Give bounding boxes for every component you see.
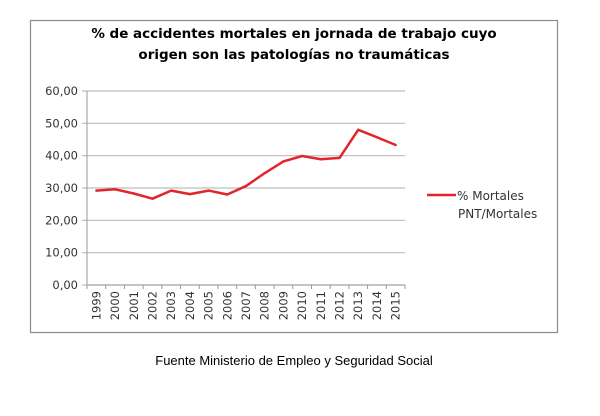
x-tick-label: 2001 <box>127 291 141 320</box>
x-tick-label: 2011 <box>314 291 328 320</box>
x-tick-label: 1999 <box>89 291 103 320</box>
chart-title-line-1: % de accidentes mortales en jornada de t… <box>91 26 496 42</box>
x-tick-label: 2004 <box>183 291 197 320</box>
data-point <box>95 189 98 192</box>
y-tick-label: 0,00 <box>52 278 78 292</box>
y-tick-label: 50,00 <box>45 116 78 130</box>
x-tick-label: 2003 <box>164 291 178 320</box>
x-tick-label: 2013 <box>351 291 365 320</box>
x-tick-label: 2010 <box>295 291 309 320</box>
x-tick-label: 2006 <box>220 291 234 320</box>
source-caption: Fuente Ministerio de Empleo y Seguridad … <box>155 353 433 368</box>
data-point <box>263 171 266 175</box>
x-tick-label: 2005 <box>202 291 216 320</box>
data-point <box>207 189 210 192</box>
x-tick-label: 2000 <box>108 291 122 320</box>
y-tick-label: 30,00 <box>45 181 78 195</box>
y-tick-label: 10,00 <box>45 246 78 260</box>
y-tick-label: 60,00 <box>45 84 78 98</box>
legend-label-line-1: % Mortales <box>457 189 524 203</box>
data-point <box>151 197 154 200</box>
x-tick-label: 2002 <box>145 291 159 320</box>
chart-title-line-2: origen son las patologías no traumáticas <box>138 47 449 63</box>
x-tick-label: 2009 <box>276 291 290 320</box>
data-point <box>394 143 397 147</box>
x-tick-label: 2015 <box>389 291 403 320</box>
data-point <box>375 136 379 139</box>
x-tick-label: 2007 <box>239 291 253 320</box>
y-tick-label: 40,00 <box>45 149 78 163</box>
x-tick-label: 2008 <box>258 291 272 320</box>
data-point <box>338 156 341 160</box>
legend-label-line-2: PNT/Mortales <box>458 207 537 221</box>
chart-frame <box>29 19 559 334</box>
data-point <box>226 193 229 196</box>
data-point <box>113 188 117 191</box>
data-point <box>357 128 360 131</box>
data-point <box>244 184 248 188</box>
data-point <box>300 154 304 158</box>
data-point <box>319 158 323 161</box>
data-point <box>169 189 173 192</box>
x-tick-label: 2014 <box>370 291 384 320</box>
data-point <box>282 160 285 163</box>
y-tick-label: 20,00 <box>45 213 78 227</box>
x-tick-label: 2012 <box>333 291 347 320</box>
data-point <box>188 192 192 196</box>
data-point <box>132 192 135 195</box>
